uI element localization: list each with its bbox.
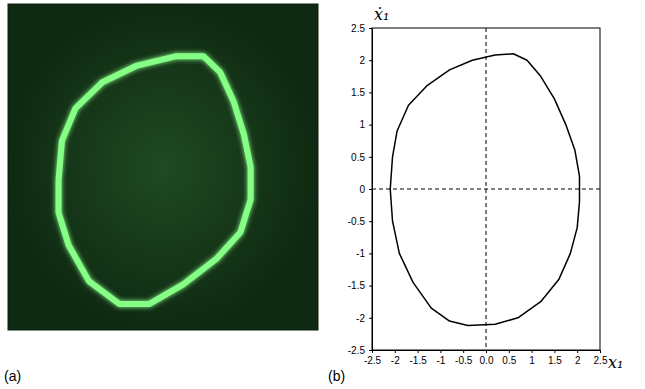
x-tick-mark [440, 350, 441, 353]
y-tick-label: 1 [359, 119, 365, 130]
y-tick-label: 2.5 [351, 23, 365, 34]
y-axis-title: ẋ₁ [374, 5, 389, 24]
y-tick-mark [369, 157, 372, 158]
figure: (a)-2.5-2-1.5-1-0.50.00.511.522.5-2.5-2-… [0, 0, 645, 389]
x-tick-label: 2 [575, 355, 581, 366]
y-tick-mark [369, 28, 372, 29]
plot-frame [372, 28, 600, 350]
x-tick: 1 [529, 350, 535, 366]
x-tick-label: -1 [436, 355, 445, 366]
y-tick: 0 [359, 184, 372, 195]
x-axis-title: x₁ [608, 353, 623, 372]
x-tick-mark [600, 350, 601, 353]
plot-area [390, 54, 579, 326]
x-tick-mark [463, 350, 464, 353]
phase-curve [59, 56, 251, 304]
x-axis: -2.5 -2 -1.5 -1 -0.5 0.0 0.5 1 1.5 2 2.5 [364, 350, 608, 366]
y-tick-label: -0.5 [348, 216, 366, 227]
x-tick-label: 0.5 [502, 355, 516, 366]
y-tick-label: -1 [356, 248, 365, 259]
x-tick: -1.5 [409, 350, 427, 366]
x-tick-label: 1 [529, 355, 535, 366]
panel: -2.5 -2 -1.5 -1 -0.5 0.0 0.5 1 1.5 2 2.5 -2.5 -2 -1.5… [348, 23, 608, 366]
x-tick-mark [554, 350, 555, 353]
y-tick-mark [369, 92, 372, 93]
y-axis-line [369, 29, 373, 351]
y-tick-label: 2 [359, 55, 365, 66]
y-tick-label: -1.5 [348, 280, 366, 291]
x-tick: 0.0 [480, 350, 494, 366]
y-tick: -2 [356, 313, 372, 324]
x-tick-label: -2.5 [364, 355, 382, 366]
x-tick-mark [395, 350, 396, 353]
x-tick-label: -2 [391, 355, 400, 366]
zero-line [372, 189, 600, 190]
x-tick-label: -1.5 [409, 355, 427, 366]
x-tick: 0.5 [502, 350, 516, 366]
x-tick-mark [418, 350, 419, 353]
y-tick-label: 0 [359, 184, 365, 195]
panel-label: (b) [328, 368, 345, 384]
y-tick-label: 1.5 [351, 87, 365, 98]
x-axis-line [373, 351, 601, 354]
x-tick-label: 2.5 [594, 355, 608, 366]
phase-curve [390, 54, 579, 326]
panel [8, 4, 318, 330]
y-tick-mark [369, 60, 372, 61]
x-tick-mark [509, 350, 510, 353]
x-tick-mark [486, 350, 487, 353]
y-tick-mark [369, 286, 372, 287]
y-tick-label: -2.5 [348, 345, 366, 356]
y-tick-mark [369, 318, 372, 319]
y-tick-mark [369, 221, 372, 222]
y-tick-mark [369, 350, 372, 351]
screen [8, 4, 318, 330]
x-tick: -2 [391, 350, 400, 366]
x-tick-label: 0.0 [480, 355, 494, 366]
y-tick: -2.5 [348, 345, 372, 356]
y-tick-label: 0.5 [351, 152, 365, 163]
x-tick-label: 1.5 [548, 355, 562, 366]
y-tick: -1 [356, 248, 372, 259]
x-tick: 2.5 [594, 350, 608, 366]
y-tick: 0.5 [351, 152, 372, 163]
x-tick-mark [577, 350, 578, 353]
y-tick: -1.5 [348, 280, 372, 291]
y-tick-mark [369, 189, 372, 190]
x-tick-mark [532, 350, 533, 353]
panel-label: (a) [4, 368, 21, 384]
x-tick-label: -0.5 [455, 355, 473, 366]
y-tick-mark [369, 253, 372, 254]
y-tick: 2 [359, 55, 372, 66]
x-tick: 1.5 [548, 350, 562, 366]
y-tick-label: -2 [356, 313, 365, 324]
plot-area [59, 56, 251, 304]
y-axis: -2.5 -2 -1.5 -1 -0.5 0 0.5 1 1.5 2 2.5 [348, 23, 373, 356]
y-tick: 1.5 [351, 87, 372, 98]
y-tick-mark [369, 125, 372, 126]
x-tick: -0.5 [455, 350, 473, 366]
y-tick: -0.5 [348, 216, 372, 227]
y-tick: 2.5 [351, 23, 372, 34]
x-tick: -2.5 [364, 350, 382, 366]
x-tick: 2 [575, 350, 581, 366]
x-tick: -1 [436, 350, 445, 366]
y-tick: 1 [359, 119, 372, 130]
